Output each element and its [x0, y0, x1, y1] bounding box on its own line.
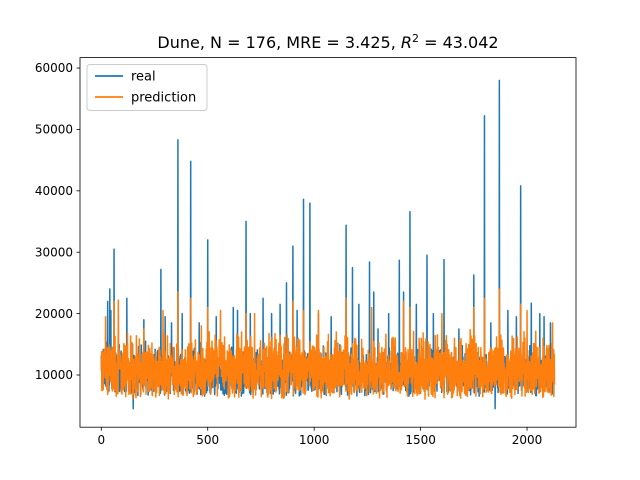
x-tick-label: 1000: [299, 433, 330, 447]
y-tick-label: 20000: [35, 307, 73, 321]
y-tick-label: 50000: [35, 123, 73, 137]
chart-title-suffix: = 43.042: [419, 33, 499, 52]
y-tick-label: 60000: [35, 61, 73, 75]
chart-title: Dune, N = 176, MRE = 3.425, R2 = 43.042: [157, 32, 498, 52]
chart-title-sup: 2: [412, 32, 419, 45]
chart-title-r: R: [401, 33, 412, 52]
x-tick-label: 0: [97, 433, 105, 447]
series-line-prediction: [100, 288, 556, 401]
x-tick-label: 2000: [512, 433, 543, 447]
x-axis: 0 500 1000 1500 2000: [97, 427, 542, 447]
y-tick-label: 40000: [35, 184, 73, 198]
y-axis: 10000 20000 30000 40000 50000 60000: [35, 61, 80, 382]
plot-frame: [79, 57, 577, 428]
y-tick-label: 30000: [35, 245, 73, 259]
legend-label-real: real: [131, 70, 156, 85]
series-layer: [100, 79, 556, 410]
x-tick-label: 500: [196, 433, 219, 447]
chart-title-prefix: Dune, N = 176, MRE = 3.425,: [157, 33, 400, 52]
legend: real prediction: [86, 64, 208, 111]
y-tick-label: 10000: [35, 368, 73, 382]
x-tick-label: 1500: [405, 433, 436, 447]
legend-label-prediction: prediction: [131, 91, 196, 106]
